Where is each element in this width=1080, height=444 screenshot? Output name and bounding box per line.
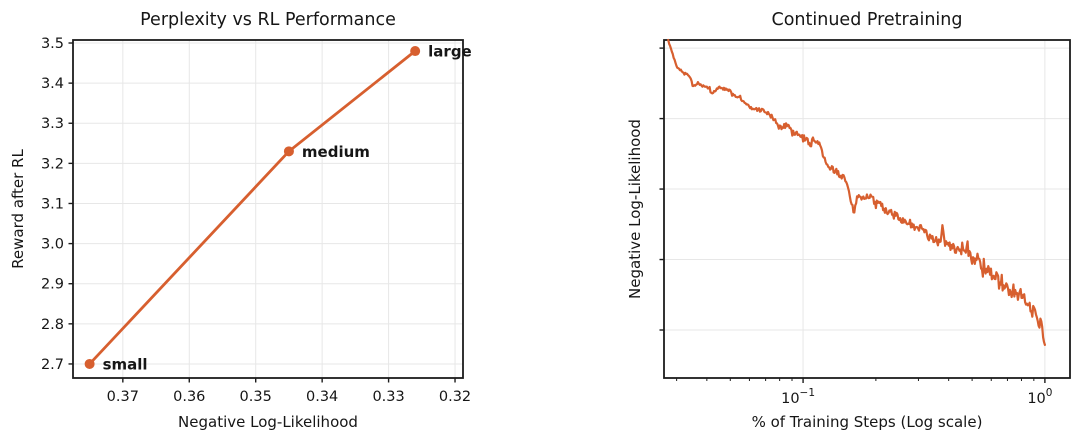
x-tick-label: 100: [1027, 387, 1052, 407]
left-chart-title: Perplexity vs RL Performance: [140, 10, 396, 30]
right-chart-xlabel: % of Training Steps (Log scale): [752, 413, 983, 431]
x-tick-label: 10−1: [781, 387, 815, 407]
right-chart-axes: 10−1 100: [659, 39, 1071, 407]
x-tick-label: 0.35: [240, 389, 272, 405]
plot-frame: [663, 39, 1071, 379]
right-chart-title: Continued Pretraining: [772, 10, 963, 30]
left-chart-axes: 0.37 0.36 0.35 0.34 0.33 0.32 2.7 2.8 2.9 3.0 3.1 3…: [41, 36, 471, 405]
left-chart-series: small medium large: [84, 43, 472, 373]
x-tick-label: 0.34: [306, 389, 338, 405]
x-tick-label: 0.32: [439, 389, 471, 405]
plot-frame: [72, 39, 464, 379]
left-chart-grid: [73, 40, 463, 378]
training-curve: [667, 38, 1047, 346]
right-chart-series: [667, 38, 1047, 346]
y-tick-label: 2.9: [41, 277, 64, 293]
data-point: [84, 358, 95, 369]
y-tick-label: 3.2: [41, 156, 64, 172]
y-tick-label: 3.0: [41, 237, 64, 253]
y-tick-label: 2.8: [41, 317, 64, 333]
x-tick-label: 0.33: [372, 389, 404, 405]
continued-pretraining-chart: 10−1 100 Continued Pretraining % of Train…: [626, 10, 1071, 431]
x-tick-label: 0.36: [173, 389, 205, 405]
point-label: large: [428, 43, 472, 61]
y-tick-label: 3.5: [41, 36, 64, 52]
data-point: [410, 46, 421, 57]
y-tick-label: 3.3: [41, 116, 64, 132]
point-label: medium: [302, 143, 370, 161]
right-chart-ylabel: Negative Log-Likelihood: [626, 119, 644, 299]
y-tick-label: 3.1: [41, 196, 64, 212]
right-chart-grid: [664, 40, 1070, 378]
data-point: [283, 146, 294, 157]
perplexity-vs-rl-chart: 0.37 0.36 0.35 0.34 0.33 0.32 2.7 2.8 2.9 3.0 3.1 3…: [9, 10, 472, 431]
left-chart-ylabel: Reward after RL: [9, 149, 27, 269]
series-line: [88, 49, 417, 366]
x-tick-label: 0.37: [107, 389, 139, 405]
point-label: small: [103, 355, 148, 373]
y-tick-label: 3.4: [41, 76, 64, 92]
left-chart-xlabel: Negative Log-Likelihood: [178, 413, 358, 431]
y-tick-label: 2.7: [41, 357, 64, 373]
